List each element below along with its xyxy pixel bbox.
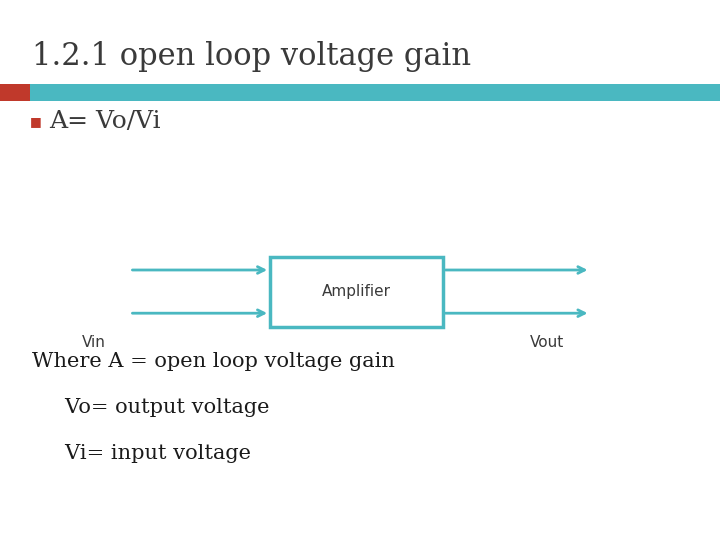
Text: Vin: Vin xyxy=(81,335,106,350)
Text: A= Vo/Vi: A= Vo/Vi xyxy=(49,110,161,133)
Text: ■: ■ xyxy=(30,115,42,128)
Text: Vout: Vout xyxy=(530,335,564,350)
Text: Amplifier: Amplifier xyxy=(322,284,391,299)
Text: Vo= output voltage: Vo= output voltage xyxy=(32,398,270,417)
Bar xyxy=(0,84,30,101)
Bar xyxy=(270,256,443,327)
Bar xyxy=(30,84,720,101)
Text: 1.2.1 open loop voltage gain: 1.2.1 open loop voltage gain xyxy=(32,41,472,72)
Text: Where A = open loop voltage gain: Where A = open loop voltage gain xyxy=(32,352,395,372)
Text: Vi= input voltage: Vi= input voltage xyxy=(32,444,251,463)
